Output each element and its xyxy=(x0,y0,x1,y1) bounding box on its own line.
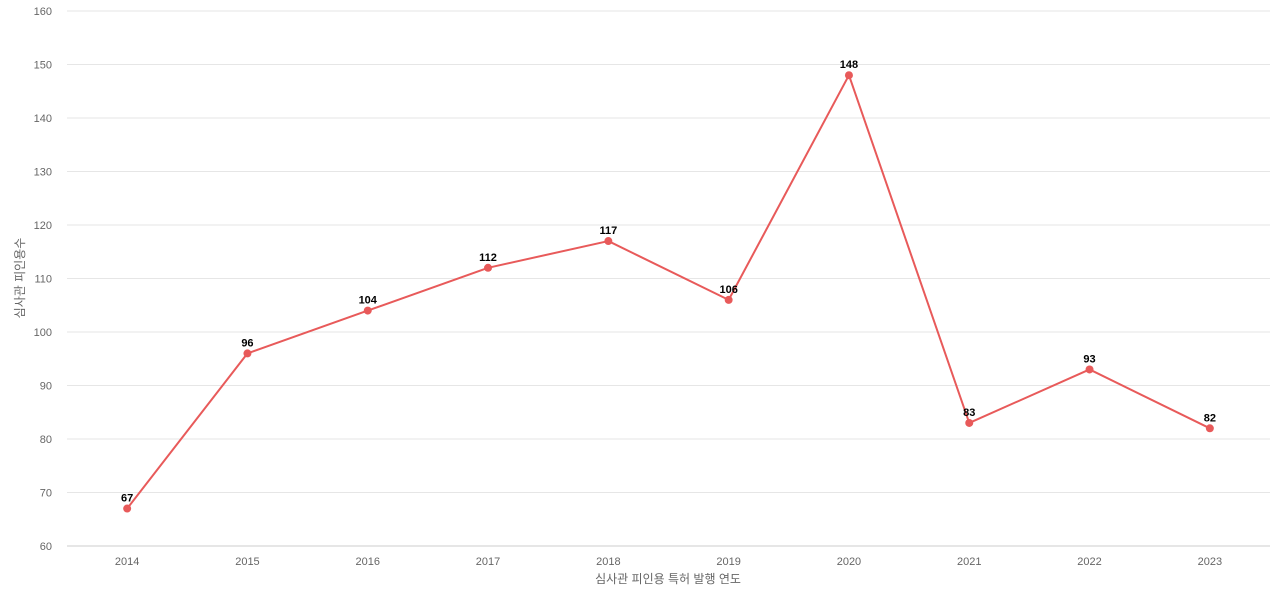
data-point[interactable] xyxy=(604,237,613,246)
x-tick-label: 2019 xyxy=(716,556,740,568)
x-tick-label: 2022 xyxy=(1077,556,1101,568)
y-tick-label: 90 xyxy=(40,381,52,393)
x-tick-label: 2020 xyxy=(837,556,861,568)
gridlines xyxy=(67,10,1270,547)
x-tick-label: 2017 xyxy=(476,556,500,568)
x-tick-label: 2016 xyxy=(356,556,380,568)
y-tick-label: 150 xyxy=(34,60,52,72)
y-tick-label: 110 xyxy=(34,274,52,286)
data-point[interactable] xyxy=(363,306,372,315)
data-point[interactable] xyxy=(1085,365,1094,374)
data-point[interactable] xyxy=(1205,424,1214,433)
data-point[interactable] xyxy=(243,349,252,358)
x-axis-ticks: 2014 2015 2016 2017 2018 2019 2020 2021 2022 2023 xyxy=(115,556,1222,568)
y-tick-label: 140 xyxy=(34,113,52,125)
x-tick-label: 2015 xyxy=(235,556,259,568)
data-label: 148 xyxy=(840,59,858,71)
series-group xyxy=(123,71,1214,513)
data-label: 96 xyxy=(241,337,253,349)
data-point[interactable] xyxy=(965,418,974,427)
y-tick-label: 80 xyxy=(40,434,52,446)
x-tick-label: 2021 xyxy=(957,556,981,568)
data-point[interactable] xyxy=(123,504,132,513)
x-axis-title: 심사관 피인용 특허 발행 연도 xyxy=(595,571,741,586)
data-label: 83 xyxy=(963,407,975,419)
data-label: 67 xyxy=(121,493,133,505)
y-axis-ticks: 60 70 80 90 100 110 120 130 140 150 160 xyxy=(34,6,52,553)
data-label: 93 xyxy=(1083,353,1095,365)
data-label: 106 xyxy=(719,284,737,296)
data-point[interactable] xyxy=(844,71,853,80)
y-tick-label: 60 xyxy=(40,541,52,553)
data-point[interactable] xyxy=(484,263,493,272)
data-label: 117 xyxy=(599,225,617,237)
data-point[interactable] xyxy=(724,295,733,304)
series-line xyxy=(126,74,1211,510)
data-label: 82 xyxy=(1204,412,1216,424)
x-tick-label: 2018 xyxy=(596,556,620,568)
y-tick-label: 70 xyxy=(40,488,52,500)
y-tick-label: 130 xyxy=(34,167,52,179)
x-tick-label: 2014 xyxy=(115,556,139,568)
x-tick-label: 2023 xyxy=(1198,556,1222,568)
data-label: 104 xyxy=(359,295,378,307)
y-tick-label: 100 xyxy=(34,327,52,339)
y-axis-title: 심사관 피인용수 xyxy=(13,238,27,319)
data-labels: 67 96 104 112 117 106 148 83 93 82 xyxy=(121,59,1216,504)
data-label: 112 xyxy=(479,252,497,264)
y-tick-label: 160 xyxy=(34,6,52,18)
y-tick-label: 120 xyxy=(34,220,52,232)
